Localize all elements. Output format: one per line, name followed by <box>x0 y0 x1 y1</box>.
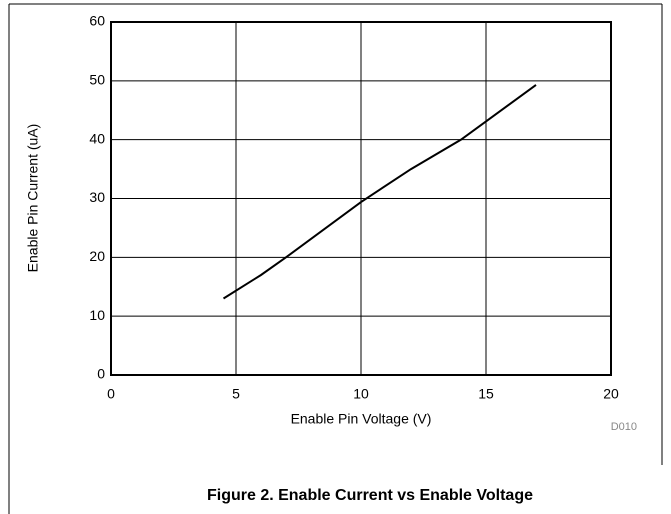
x-tick-label: 20 <box>603 386 619 402</box>
x-tick-label: 0 <box>107 386 115 402</box>
y-tick-label: 50 <box>89 72 105 88</box>
x-tick-label: 5 <box>232 386 240 402</box>
x-tick-label: 10 <box>353 386 369 402</box>
x-axis-label: Enable Pin Voltage (V) <box>291 411 432 427</box>
data-line <box>222 84 537 300</box>
figure-id: D010 <box>611 421 637 433</box>
caption: Figure 2. Enable Current vs Enable Volta… <box>207 487 533 504</box>
y-tick-label: 10 <box>89 307 105 323</box>
y-tick-label: 0 <box>97 366 105 382</box>
y-tick-label: 30 <box>89 189 105 205</box>
y-tick-label: 20 <box>89 248 105 264</box>
x-tick-label: 15 <box>478 386 494 402</box>
y-axis-label: Enable Pin Current (uA) <box>25 124 41 273</box>
y-tick-label: 60 <box>89 13 105 29</box>
plot-frame <box>110 21 612 376</box>
y-tick-label: 40 <box>89 130 105 146</box>
